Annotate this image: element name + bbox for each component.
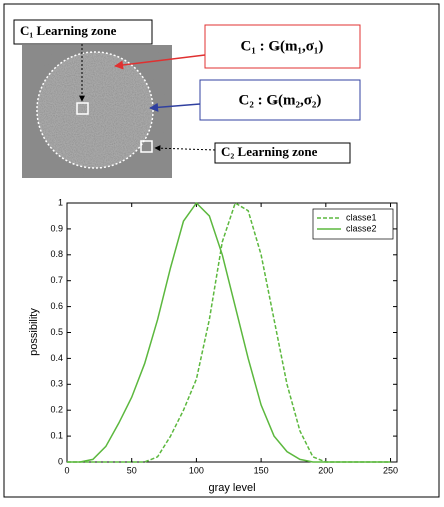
label: C₁ : Ǥ(m₁,σ₁) xyxy=(241,38,324,54)
legend-label: classe2 xyxy=(346,223,377,233)
label: C₂ Learning zone xyxy=(221,144,318,159)
y-tick-label: 0.7 xyxy=(50,275,63,285)
x-tick-label: 100 xyxy=(189,465,204,475)
y-tick-label: 1 xyxy=(58,197,63,207)
plot-area xyxy=(67,203,397,462)
y-tick-label: 0.3 xyxy=(50,379,63,389)
y-tick-label: 0.8 xyxy=(50,249,63,259)
x-tick-label: 250 xyxy=(383,465,398,475)
y-tick-label: 0.2 xyxy=(50,405,63,415)
y-tick-label: 0.5 xyxy=(50,327,63,337)
y-tick-label: 0.4 xyxy=(50,353,63,363)
label: C₁ Learning zone xyxy=(20,23,117,38)
y-tick-label: 0.1 xyxy=(50,430,63,440)
x-axis-label: gray level xyxy=(208,482,255,494)
y-axis-label: possibility xyxy=(28,308,40,356)
y-tick-label: 0.6 xyxy=(50,301,63,311)
x-tick-label: 0 xyxy=(64,465,69,475)
label: C₂ : Ǥ(m₂,σ₂) xyxy=(239,92,322,108)
x-tick-label: 150 xyxy=(254,465,269,475)
image xyxy=(22,45,172,178)
x-tick-label: 200 xyxy=(318,465,333,475)
legend-label: classe1 xyxy=(346,212,377,222)
y-tick-label: 0.9 xyxy=(50,223,63,233)
x-tick-label: 50 xyxy=(127,465,137,475)
figure: C₁ Learning zone C₁ : Ǥ(m₁,σ₁) C₂ : Ǥ(m₂… xyxy=(0,0,444,502)
y-tick-label: 0 xyxy=(58,456,63,466)
